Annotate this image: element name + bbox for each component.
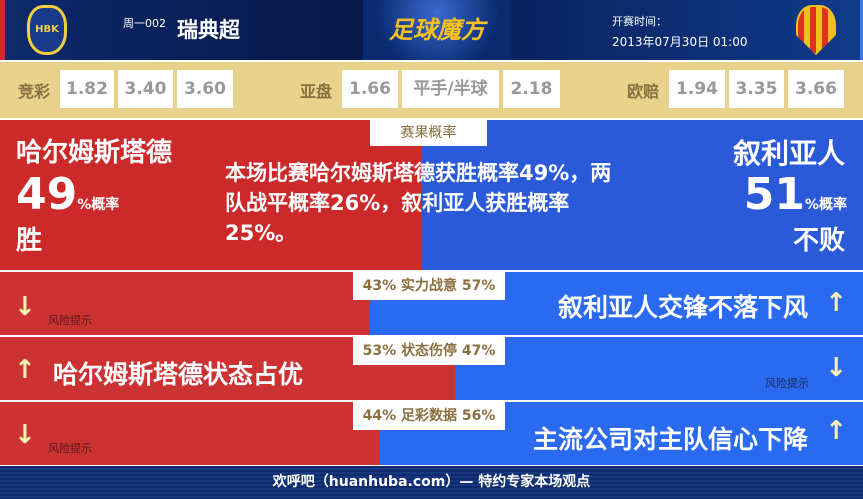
odds-value: 3.35 xyxy=(729,70,784,108)
euro-label: 欧赔 xyxy=(627,82,660,101)
factor-tag: 53% 状态伤停 47% xyxy=(353,337,505,365)
footer-credit: 欢呼吧（huanhuba.com）— 特约专家本场观点 xyxy=(0,466,863,499)
odds-value: 1.94 xyxy=(669,70,725,108)
jingcai-label: 竞彩 xyxy=(18,82,51,101)
probability-summary: 本场比赛哈尔姆斯塔德获胜概率49%，两队战平概率26%，叙利亚人获胜概率25%。 xyxy=(225,161,612,245)
arrow-up-icon: ↑ xyxy=(14,355,36,385)
factor-row-data: 主流公司对主队信心下降 44% 足彩数据 56% ↓ 风险提示 ↑ xyxy=(0,402,863,465)
home-team-logo: HBK xyxy=(27,5,67,55)
asian-label: 亚盘 xyxy=(300,82,333,101)
away-unbeaten-pct: 51%概率 xyxy=(743,169,847,220)
risk-hint: 风险提示 xyxy=(765,377,809,390)
away-probability-panel xyxy=(421,120,863,270)
odds-value: 3.66 xyxy=(788,70,844,108)
arrow-down-icon: ↓ xyxy=(825,353,847,383)
away-claim: 叙利亚人交锋不落下风 xyxy=(557,293,808,322)
home-share-bar xyxy=(0,272,370,335)
away-result: 不败 xyxy=(792,226,845,256)
home-result: 胜 xyxy=(16,226,43,256)
home-team-name: 哈尔姆斯塔德 xyxy=(16,138,173,168)
odds-value: 3.40 xyxy=(118,70,173,108)
match-header: HBK 周一002 瑞典超 足球魔方 开赛时间： 2013年07月30日 01:… xyxy=(0,0,863,60)
factor-row-strength: 43% 实力战意 57% ↓ 风险提示 叙利亚人交锋不落下风 ↑ xyxy=(0,272,863,335)
odds-value: 1.82 xyxy=(60,70,114,108)
match-round: 周一002 xyxy=(123,17,166,30)
away-team-logo xyxy=(796,5,836,55)
kickoff-time: 2013年07月30日 01:00 xyxy=(612,35,748,49)
away-team-name: 叙利亚人 xyxy=(732,137,845,170)
arrow-down-icon: ↓ xyxy=(14,292,36,322)
home-share-bar xyxy=(0,402,380,465)
brand-logo: 足球魔方 xyxy=(363,0,511,60)
arrow-down-icon: ↓ xyxy=(14,420,36,450)
kickoff-label: 开赛时间： xyxy=(612,15,667,28)
odds-value: 1.66 xyxy=(342,70,398,108)
arrow-up-icon: ↑ xyxy=(825,288,847,318)
odds-value: 平手/半球 xyxy=(402,70,499,108)
factor-row-form: 53% 状态伤停 47% ↑ 哈尔姆斯塔德状态占优 风险提示 ↓ xyxy=(0,337,863,400)
home-claim: 哈尔姆斯塔德状态占优 xyxy=(53,360,304,389)
odds-value: 2.18 xyxy=(503,70,560,108)
odds-bar: 竞彩 1.82 3.40 3.60 亚盘 1.66 平手/半球 2.18 欧赔 … xyxy=(0,62,863,118)
league-name: 瑞典超 xyxy=(177,18,240,42)
result-probability-tag: 赛果概率 xyxy=(370,120,487,146)
factor-tag: 43% 实力战意 57% xyxy=(353,272,505,300)
risk-hint: 风险提示 xyxy=(48,314,92,327)
home-win-pct: 49%概率 xyxy=(16,169,120,220)
arrow-up-icon: ↑ xyxy=(825,416,847,446)
odds-value: 3.60 xyxy=(177,70,233,108)
home-probability-panel xyxy=(0,120,421,270)
risk-hint: 风险提示 xyxy=(48,442,92,455)
factor-tag: 44% 足彩数据 56% xyxy=(353,402,505,430)
away-claim: 主流公司对主队信心下降 xyxy=(532,425,808,454)
